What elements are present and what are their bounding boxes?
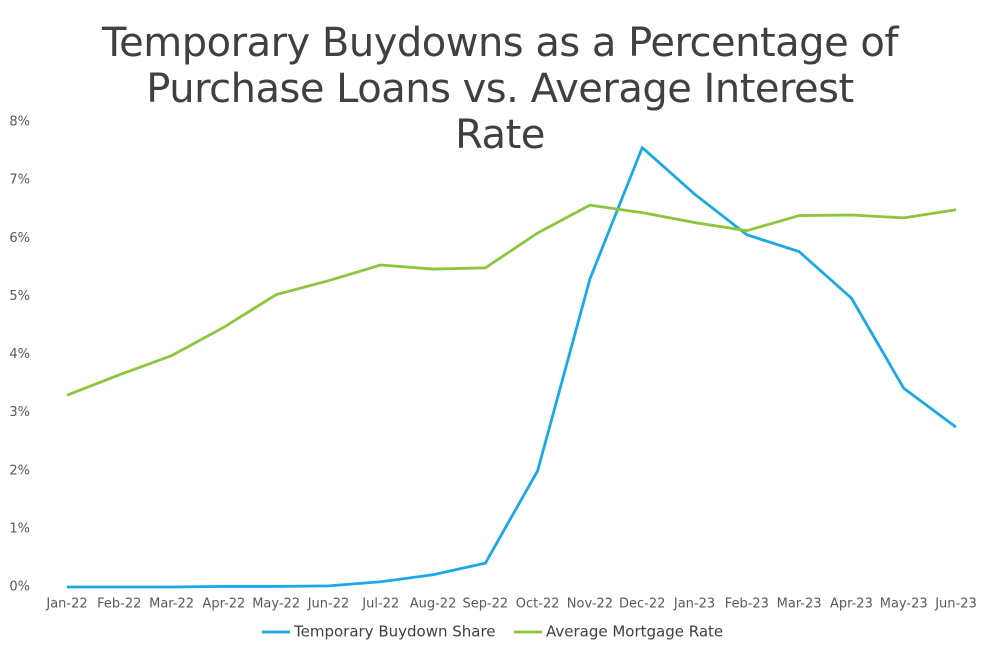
y-tick-label: 1% bbox=[9, 521, 30, 536]
y-tick-label: 5% bbox=[9, 289, 30, 304]
y-tick-label: 6% bbox=[9, 231, 30, 246]
x-tick-label: Sep-22 bbox=[462, 597, 508, 612]
x-tick-label: Mar-22 bbox=[149, 597, 194, 612]
x-tick-label: Jan-22 bbox=[45, 597, 87, 612]
x-tick-label: Jun-22 bbox=[307, 597, 350, 612]
x-tick-label: Jan-23 bbox=[673, 597, 715, 612]
x-tick-label: Feb-23 bbox=[725, 597, 769, 612]
x-tick-label: Apr-23 bbox=[830, 597, 873, 612]
y-tick-label: 8% bbox=[9, 115, 30, 130]
data-line bbox=[67, 146, 957, 589]
x-tick-label: Dec-22 bbox=[619, 597, 665, 612]
x-tick-label: Aug-22 bbox=[410, 597, 457, 612]
x-tick-label: Nov-22 bbox=[567, 597, 613, 612]
y-tick-label: 3% bbox=[9, 405, 30, 420]
x-tick-label: Oct-22 bbox=[516, 597, 560, 612]
legend-label: Average Mortgage Rate bbox=[546, 623, 723, 641]
chart-title: Temporary Buydowns as a Percentage of Pu… bbox=[102, 20, 898, 158]
x-tick-label: Feb-22 bbox=[97, 597, 141, 612]
y-tick-label: 7% bbox=[9, 173, 30, 188]
x-tick-label: May-23 bbox=[880, 597, 928, 612]
x-tick-label: May-22 bbox=[252, 597, 300, 612]
y-tick-label: 0% bbox=[9, 580, 30, 595]
data-line bbox=[66, 203, 957, 397]
x-tick-label: Mar-23 bbox=[777, 597, 822, 612]
y-tick-label: 4% bbox=[9, 347, 30, 362]
legend-label: Temporary Buydown Share bbox=[293, 623, 496, 641]
x-tick-label: Apr-22 bbox=[202, 597, 245, 612]
y-tick-label: 2% bbox=[9, 463, 30, 478]
x-tick-label: Jul-22 bbox=[361, 597, 399, 612]
x-tick-label: Jun-23 bbox=[934, 597, 977, 612]
